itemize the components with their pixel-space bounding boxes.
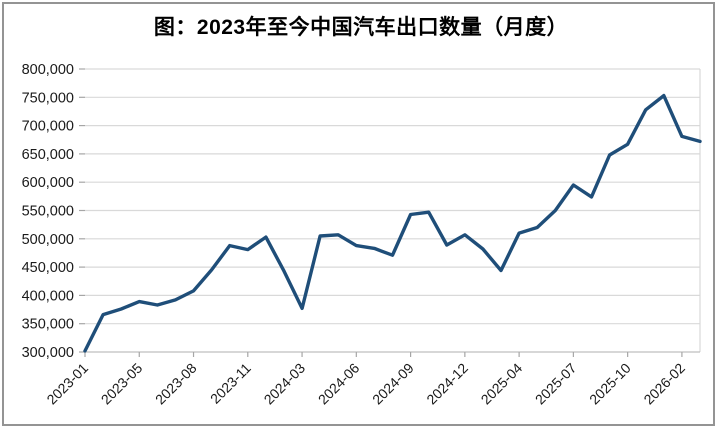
y-axis-label: 350,000 <box>22 317 74 333</box>
x-axis-label: 2023-01 <box>43 360 91 408</box>
x-axis-label: 2023-08 <box>152 360 200 408</box>
x-axis-label: 2023-05 <box>98 360 146 408</box>
x-axis-label: 2024-09 <box>369 360 417 408</box>
x-axis-label: 2025-04 <box>478 360 526 408</box>
x-axis-label: 2023-11 <box>207 360 254 407</box>
y-axis-label: 800,000 <box>22 62 74 78</box>
y-axis-label: 550,000 <box>22 204 74 220</box>
x-axis-label: 2026-02 <box>640 360 688 408</box>
y-axis-label: 300,000 <box>22 345 74 361</box>
y-axis-label: 700,000 <box>22 119 74 135</box>
export-volume-line-series <box>83 93 702 353</box>
x-axis-label: 2024-12 <box>423 360 471 408</box>
x-axis-label: 2024-03 <box>261 360 309 408</box>
y-axis-label: 600,000 <box>22 175 74 191</box>
x-axis-label: 2025-07 <box>532 360 580 408</box>
y-axis-label: 450,000 <box>22 260 74 276</box>
x-axis-label: 2024-06 <box>315 360 363 408</box>
y-axis-label: 400,000 <box>22 288 74 304</box>
y-axis-label: 750,000 <box>22 90 74 106</box>
chart-title: 图：2023年至今中国汽车出口数量（月度） <box>153 16 569 39</box>
chart-border <box>2 2 715 426</box>
y-axis-label: 650,000 <box>22 147 74 163</box>
y-axis-label: 500,000 <box>22 232 74 248</box>
x-axis-label: 2025-10 <box>586 360 634 408</box>
